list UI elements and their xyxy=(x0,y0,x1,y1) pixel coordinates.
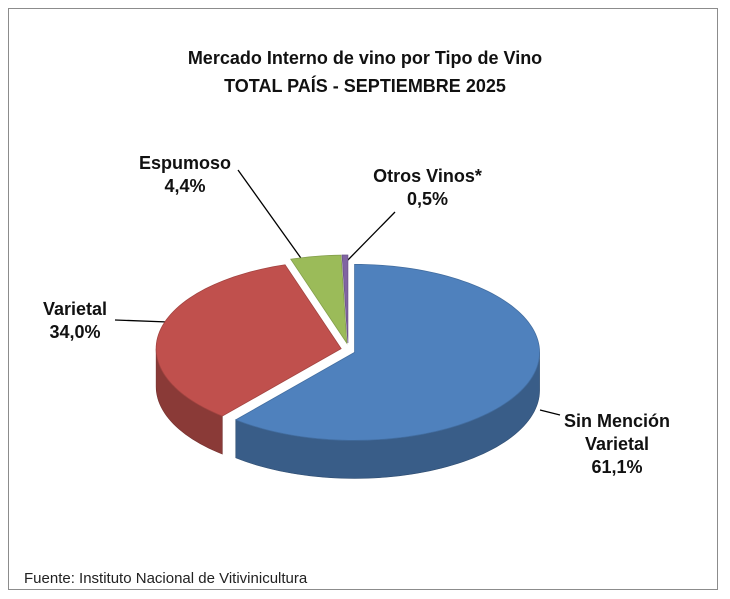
slice xyxy=(155,264,342,417)
chart-frame xyxy=(8,8,718,590)
category-label: Otros Vinos* xyxy=(373,166,482,186)
source-note: Fuente: Instituto Nacional de Vitivinicu… xyxy=(24,570,308,587)
value-label: 34,0% xyxy=(49,322,101,342)
value-label: 0,5% xyxy=(406,189,449,209)
slice-label: Espumoso 4,4% xyxy=(130,152,240,198)
leader-line xyxy=(342,211,396,266)
value-label: 4,4% xyxy=(164,176,206,196)
category-label: Espumoso xyxy=(138,153,231,173)
leader-line xyxy=(237,169,309,269)
category-label: Varietal xyxy=(42,299,108,319)
value-label: 61,1% xyxy=(591,457,643,477)
slice xyxy=(341,254,349,344)
chart-title: Mercado Interno de vino por Tipo de Vino xyxy=(187,48,543,68)
slice-label: Sin Mención Varietal 61,1% xyxy=(562,410,672,479)
slice xyxy=(290,254,348,345)
slice xyxy=(234,263,540,441)
leader-line xyxy=(114,319,169,323)
slice-label: Otros Vinos* 0,5% xyxy=(355,165,500,211)
pie-tops xyxy=(155,254,540,441)
leader-line xyxy=(539,409,561,416)
category-label: Sin Mención Varietal xyxy=(563,411,670,454)
slice-label: Varietal 34,0% xyxy=(25,298,125,344)
chart-subtitle: TOTAL PAÍS - SEPTIEMBRE 2025 xyxy=(224,76,506,96)
